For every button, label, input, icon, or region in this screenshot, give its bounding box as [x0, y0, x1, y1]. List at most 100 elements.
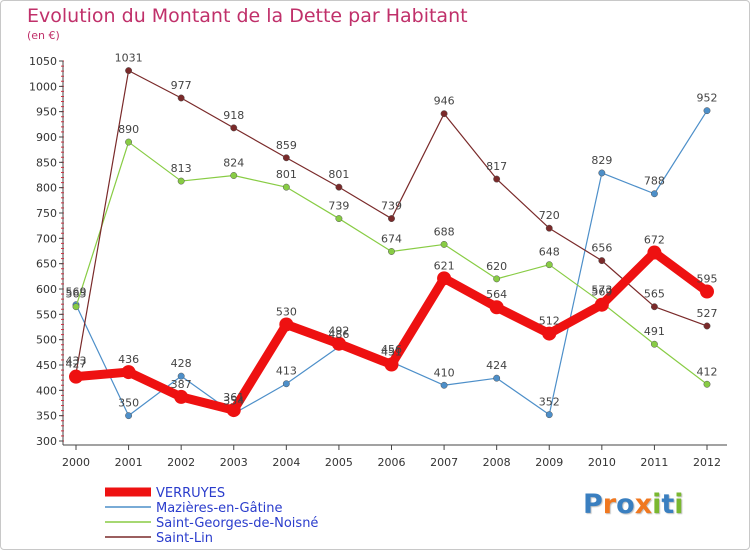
data-label: 352 [539, 396, 560, 409]
data-label: 387 [171, 378, 192, 391]
data-label: 720 [539, 209, 560, 222]
x-tick-label: 2011 [640, 456, 668, 469]
data-label: 674 [381, 233, 402, 246]
y-tick-label: 850 [36, 156, 57, 169]
data-label: 565 [644, 288, 665, 301]
data-point [279, 317, 294, 332]
data-point [437, 271, 452, 286]
data-point [230, 172, 238, 179]
y-tick-label: 650 [36, 258, 57, 271]
data-point [388, 248, 395, 255]
data-point [598, 169, 606, 177]
data-point [69, 369, 83, 384]
data-label: 620 [486, 260, 507, 273]
data-label: 918 [223, 109, 244, 122]
data-point [335, 183, 343, 191]
data-label: 977 [171, 79, 192, 92]
y-tick-label: 1000 [29, 80, 57, 93]
y-tick-label: 600 [36, 283, 57, 296]
data-label: 890 [118, 123, 139, 136]
data-point [493, 275, 501, 283]
data-label: 350 [118, 397, 139, 410]
logo-letter: P [583, 489, 603, 520]
data-label: 564 [486, 288, 507, 301]
data-point [493, 374, 501, 382]
data-point [545, 224, 553, 232]
data-point [177, 177, 185, 185]
data-point [282, 154, 290, 162]
data-point [177, 94, 185, 102]
data-point [650, 303, 658, 311]
x-tick-label: 2006 [378, 456, 406, 469]
data-point [72, 303, 80, 311]
data-label: 859 [276, 139, 297, 152]
data-point [440, 381, 448, 389]
data-label: 569 [66, 286, 87, 299]
y-tick-label: 700 [36, 232, 57, 245]
y-tick-label: 300 [36, 435, 57, 448]
data-point [440, 110, 448, 118]
data-label: 952 [697, 92, 718, 105]
data-label: 824 [223, 157, 244, 170]
data-label: 656 [591, 242, 612, 255]
x-tick-label: 2010 [588, 456, 616, 469]
data-label: 424 [486, 359, 507, 372]
data-point [594, 297, 609, 312]
data-point [282, 380, 290, 388]
data-label: 491 [644, 325, 665, 338]
data-label: 433 [66, 355, 87, 368]
data-point [230, 124, 238, 132]
legend-label: VERRUYES [156, 486, 225, 501]
data-label: 361 [223, 391, 244, 404]
data-point [388, 215, 395, 223]
data-label: 456 [381, 343, 402, 356]
data-point [703, 322, 711, 330]
logo-letter: o [616, 489, 635, 520]
data-point [174, 389, 189, 404]
data-point [125, 138, 133, 146]
x-tick-label: 2007 [430, 456, 458, 469]
data-label: 801 [276, 168, 297, 181]
data-label: 595 [697, 273, 718, 286]
data-label: 801 [328, 168, 349, 181]
data-label: 451 [381, 345, 402, 358]
x-tick-label: 2002 [167, 456, 195, 469]
y-tick-label: 800 [36, 182, 57, 195]
logo-letter: i [652, 489, 662, 520]
data-label: 829 [591, 154, 612, 167]
data-point [440, 240, 448, 248]
data-label: 946 [434, 95, 455, 108]
logo-letter: x [634, 489, 653, 520]
data-point [700, 284, 714, 299]
data-point [542, 326, 557, 341]
y-tick-label: 1050 [29, 55, 57, 68]
data-point [331, 336, 346, 351]
data-point [703, 107, 711, 115]
data-point [703, 380, 711, 388]
data-label: 573 [591, 284, 612, 297]
data-label: 354 [223, 395, 244, 408]
data-label: 621 [434, 259, 455, 272]
data-label: 813 [171, 162, 192, 175]
data-point [545, 411, 553, 419]
x-tick-label: 2009 [535, 456, 563, 469]
x-tick-label: 2004 [272, 456, 300, 469]
data-point [125, 412, 133, 420]
data-label: 413 [276, 365, 297, 378]
data-label: 739 [328, 200, 349, 213]
data-point [121, 365, 136, 380]
x-tick-label: 2003 [220, 456, 248, 469]
data-label: 648 [539, 246, 560, 259]
data-label: 427 [66, 358, 87, 371]
data-point [647, 245, 662, 260]
data-label: 412 [697, 365, 718, 378]
data-point [282, 183, 290, 191]
data-label: 672 [644, 234, 665, 247]
data-point [177, 372, 185, 380]
legend-label: Saint-Lin [156, 531, 213, 546]
data-label: 428 [171, 357, 192, 370]
chart-unit-label: (en €) [27, 29, 60, 42]
chart-title: Evolution du Montant de la Dette par Hab… [27, 5, 468, 27]
x-tick-label: 2012 [693, 456, 721, 469]
